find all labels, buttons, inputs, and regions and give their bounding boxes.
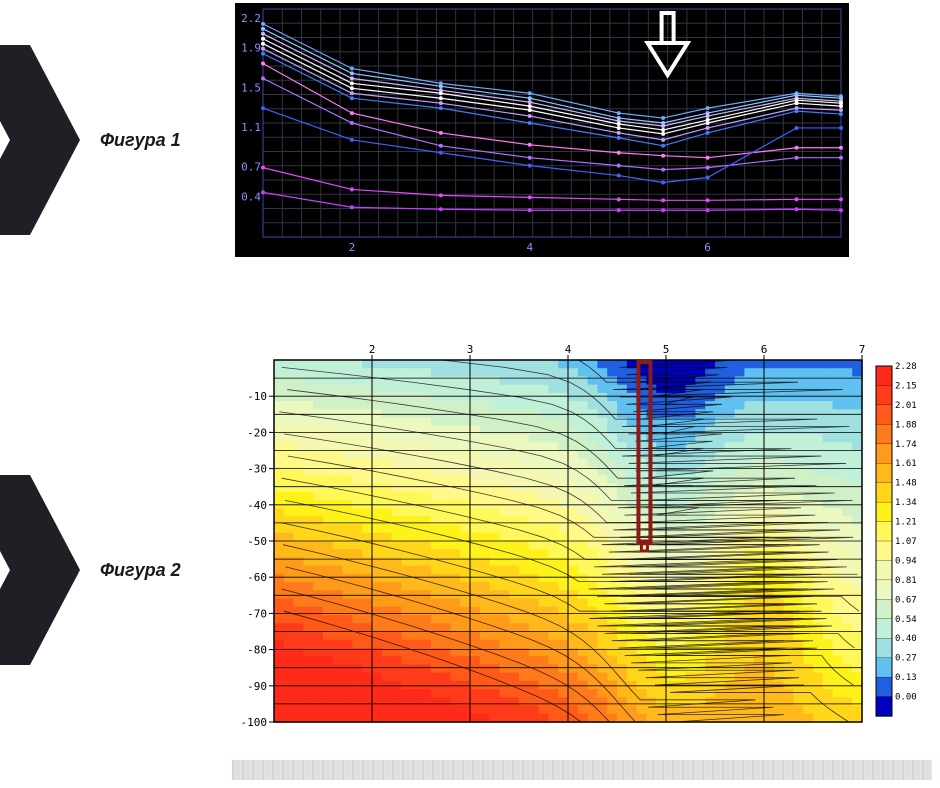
svg-text:5: 5 (663, 343, 670, 356)
figure-1-svg: 2.2 1.9 1.5 1.1 0.7 0.4 2 4 6 (235, 3, 849, 257)
svg-text:4: 4 (565, 343, 572, 356)
svg-text:3: 3 (467, 343, 474, 356)
svg-text:-50: -50 (247, 535, 267, 548)
svg-text:4: 4 (526, 241, 533, 254)
svg-text:1.21: 1.21 (895, 518, 917, 528)
svg-text:0.94: 0.94 (895, 556, 917, 566)
svg-text:1.61: 1.61 (895, 459, 917, 469)
figure-2-chart: 2 3 4 5 6 7 -10 -20 -30 -40 -50 -60 -70 -80 -90 -100 2.2… (232, 340, 932, 730)
svg-text:1.34: 1.34 (895, 498, 917, 508)
figure-2-label: Фигура 2 (100, 560, 181, 581)
svg-text:2.01: 2.01 (895, 401, 917, 411)
svg-text:1.5: 1.5 (241, 81, 261, 94)
svg-text:0.27: 0.27 (895, 654, 917, 664)
svg-text:0.67: 0.67 (895, 595, 917, 605)
svg-text:2.15: 2.15 (895, 381, 917, 391)
svg-text:2: 2 (349, 241, 356, 254)
noise-texture-bar (232, 760, 932, 780)
svg-text:0.40: 0.40 (895, 634, 917, 644)
svg-text:-20: -20 (247, 426, 267, 439)
svg-text:-40: -40 (247, 499, 267, 512)
chevron-marker-1 (0, 45, 80, 225)
svg-text:6: 6 (704, 241, 711, 254)
svg-text:1.74: 1.74 (895, 440, 917, 450)
svg-text:0.54: 0.54 (895, 615, 917, 625)
figure-1-label: Фигура 1 (100, 130, 181, 151)
svg-text:-70: -70 (247, 607, 267, 620)
svg-text:0.81: 0.81 (895, 576, 917, 586)
svg-text:1.88: 1.88 (895, 420, 917, 430)
figure-1-chart: 2.2 1.9 1.5 1.1 0.7 0.4 2 4 6 (232, 0, 852, 260)
svg-text:2.28: 2.28 (895, 362, 917, 372)
figure-2-svg: 2 3 4 5 6 7 -10 -20 -30 -40 -50 -60 -70 -80 -90 -100 2.2… (232, 340, 932, 730)
svg-text:0.13: 0.13 (895, 673, 917, 683)
svg-text:6: 6 (761, 343, 768, 356)
svg-text:-80: -80 (247, 644, 267, 657)
svg-text:-90: -90 (247, 680, 267, 693)
svg-text:0.7: 0.7 (241, 161, 261, 174)
svg-text:-100: -100 (241, 716, 268, 729)
svg-text:-10: -10 (247, 390, 267, 403)
svg-text:1.48: 1.48 (895, 479, 917, 489)
svg-text:2.2: 2.2 (241, 12, 261, 25)
svg-text:1.07: 1.07 (895, 537, 917, 547)
svg-text:-60: -60 (247, 571, 267, 584)
svg-text:0.4: 0.4 (241, 190, 261, 203)
svg-text:2: 2 (369, 343, 376, 356)
svg-text:0.00: 0.00 (895, 693, 917, 703)
svg-text:7: 7 (859, 343, 866, 356)
svg-text:1.1: 1.1 (241, 121, 261, 134)
chevron-marker-2 (0, 475, 80, 655)
svg-text:1.9: 1.9 (241, 42, 261, 55)
svg-text:-30: -30 (247, 463, 267, 476)
